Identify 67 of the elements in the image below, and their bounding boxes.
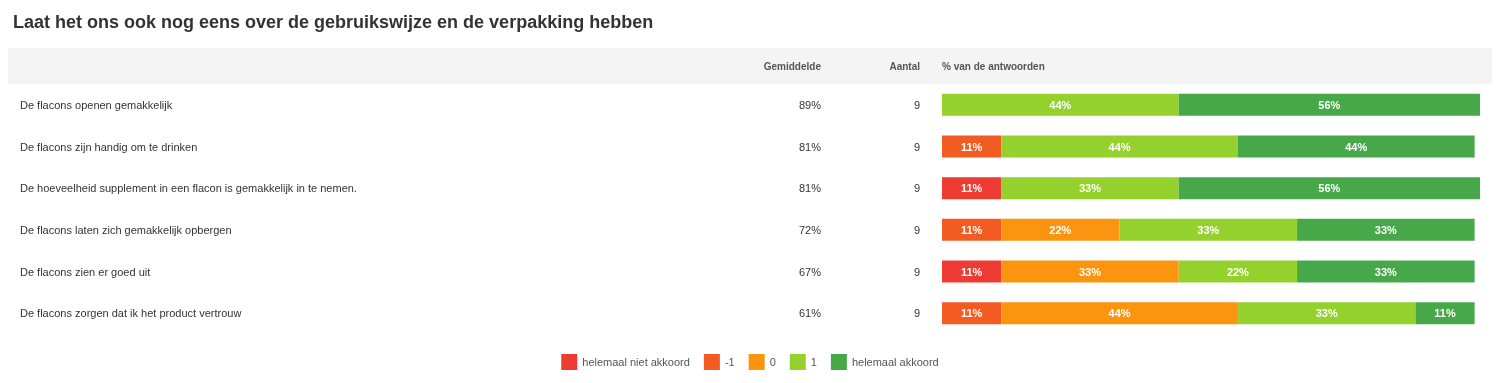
y-tick-label: De flacons zien er goed uit <box>20 265 151 278</box>
y-tick-label: De flacons zijn handig om te drinken <box>20 140 198 153</box>
data-label: 11% <box>960 182 983 195</box>
bar <box>942 218 1002 241</box>
data-label: 11% <box>960 223 983 236</box>
bar <box>1297 218 1475 241</box>
data-label: 11% <box>960 140 983 153</box>
text: 81% <box>798 140 822 153</box>
text: 61% <box>798 307 822 320</box>
text: 9 <box>913 223 920 236</box>
bar <box>1237 302 1416 325</box>
y-tick-label: De flacons zorgen dat ik het product vertrouw <box>20 307 242 320</box>
y-tick-label: De hoeveelheid supplement in een flacon is gemakkelijk in te nemen. <box>20 182 357 195</box>
y-tick-label: De flacons openen gemakkelijk <box>20 98 173 111</box>
text: 9 <box>913 307 920 320</box>
data-label: 44% <box>1108 140 1131 153</box>
text: Laat het ons ook nog eens over de gebruikswijze en de verpakking hebben <box>13 12 654 32</box>
bar <box>942 177 1002 200</box>
data-label: 33% <box>1374 265 1398 278</box>
data-label: 22% <box>1049 223 1072 236</box>
data-label: 44% <box>1108 307 1131 320</box>
data-label: 33% <box>1078 182 1102 195</box>
text: 72% <box>798 223 822 236</box>
bar <box>1237 135 1475 158</box>
legend-label: helemaal akkoord <box>851 356 939 368</box>
text: 9 <box>913 140 920 153</box>
bar <box>942 260 1002 283</box>
data-label: 33% <box>1197 223 1220 236</box>
bar <box>1178 93 1480 116</box>
bar <box>1001 302 1238 325</box>
data-label: 44% <box>1049 98 1072 111</box>
y-tick-label: De flacons laten zich gemakkelijk opbergen <box>20 223 232 236</box>
data-label: 56% <box>1318 98 1341 111</box>
text: 9 <box>913 265 920 278</box>
text: 9 <box>913 182 920 195</box>
data-label: 11% <box>960 307 983 320</box>
bar <box>1001 260 1179 283</box>
legend-label: -1 <box>724 356 735 368</box>
data-label: 11% <box>960 265 983 278</box>
bar <box>1001 135 1238 158</box>
bar <box>942 93 1179 116</box>
bar <box>1297 260 1475 283</box>
text: 81% <box>798 182 822 195</box>
bar <box>942 302 1002 325</box>
bar <box>1119 218 1298 241</box>
data-label: 33% <box>1078 265 1102 278</box>
text: % van de antwoorden <box>942 60 1045 72</box>
legend-label: 0 <box>769 356 776 368</box>
text: 89% <box>798 98 822 111</box>
bar <box>1178 177 1480 200</box>
text: 9 <box>913 98 920 111</box>
bar <box>1178 260 1298 283</box>
data-label: 33% <box>1374 223 1398 236</box>
text: Aantal <box>889 60 921 72</box>
bar <box>1001 177 1179 200</box>
data-label: 22% <box>1226 265 1250 278</box>
legend-label: helemaal niet akkoord <box>582 356 690 368</box>
bar <box>942 135 1002 158</box>
bar <box>1415 302 1475 325</box>
data-label: 11% <box>1434 307 1456 320</box>
data-label: 56% <box>1318 182 1341 195</box>
bar <box>1001 218 1120 241</box>
text: Gemiddelde <box>763 60 822 72</box>
legend-label: 1 <box>810 356 817 368</box>
text: 67% <box>798 265 822 278</box>
data-label: 44% <box>1345 140 1368 153</box>
data-label: 33% <box>1315 307 1338 320</box>
